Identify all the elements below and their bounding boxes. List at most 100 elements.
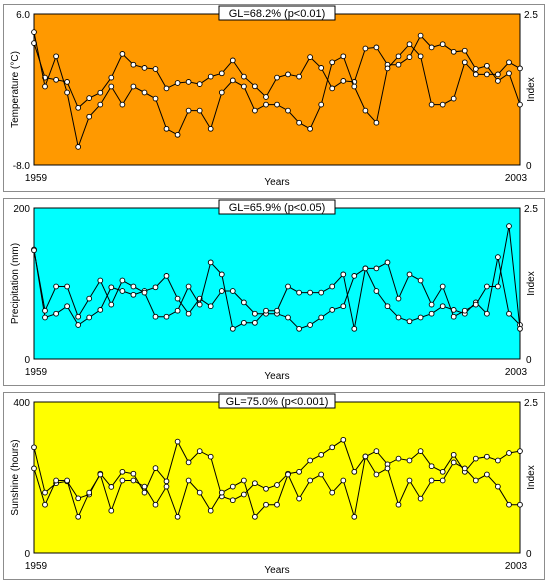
data-point — [141, 65, 148, 71]
data-point — [241, 299, 247, 306]
data-point — [141, 89, 148, 96]
data-point — [461, 307, 468, 314]
data-point — [472, 301, 479, 308]
y2-axis-label: Index — [526, 465, 537, 489]
data-point — [31, 247, 37, 254]
data-point — [340, 271, 347, 278]
data-point — [495, 457, 501, 464]
data-point — [53, 310, 59, 317]
data-point — [218, 288, 225, 294]
data-point — [318, 289, 325, 296]
data-point — [517, 65, 523, 72]
data-point — [130, 477, 137, 484]
data-point — [42, 307, 48, 314]
data-point — [263, 501, 269, 508]
data-point — [86, 489, 93, 496]
data-point — [185, 107, 192, 114]
data-point — [384, 465, 391, 472]
data-point — [263, 307, 269, 314]
data-point — [484, 453, 490, 460]
data-point — [241, 491, 247, 498]
data-point — [229, 483, 236, 490]
data-point — [119, 477, 126, 484]
data-point — [484, 310, 490, 317]
data-point — [185, 79, 192, 85]
data-point — [207, 125, 214, 132]
data-point — [406, 54, 413, 60]
data-point — [395, 61, 402, 68]
data-point — [318, 451, 325, 458]
data-point — [207, 73, 214, 80]
data-point — [406, 271, 413, 278]
data-point — [439, 283, 446, 290]
chart-title: GL=65.9% (p<0.05) — [229, 202, 326, 214]
plot-area — [33, 401, 521, 554]
x-tick-label: 1959 — [25, 367, 48, 378]
data-point — [86, 295, 93, 302]
data-point — [274, 74, 280, 81]
data-point — [439, 477, 446, 484]
data-point — [64, 89, 70, 96]
y2-tick-label: 2.5 — [524, 398, 538, 409]
data-point — [108, 74, 115, 81]
data-point — [108, 301, 115, 308]
y-axis-label: Precipitation (mm) — [10, 243, 21, 324]
data-point — [472, 66, 479, 72]
data-point — [307, 289, 313, 296]
data-point — [130, 291, 137, 298]
data-point — [97, 307, 104, 313]
data-point — [307, 477, 313, 484]
data-point — [196, 489, 203, 496]
data-point — [64, 283, 70, 290]
data-point — [75, 322, 82, 328]
x-axis-label: Years — [264, 371, 289, 382]
data-point — [108, 284, 115, 291]
data-point — [351, 83, 358, 90]
data-point — [461, 47, 468, 54]
data-point — [119, 51, 126, 57]
data-point — [163, 483, 170, 490]
data-point — [296, 325, 302, 332]
title-box — [218, 5, 336, 21]
data-point — [163, 85, 170, 92]
data-point — [97, 101, 104, 108]
data-point — [241, 477, 247, 484]
y-axis-label: Sunshine (hours) — [10, 439, 21, 515]
data-point — [417, 314, 424, 321]
data-point — [185, 283, 192, 290]
data-point — [174, 131, 181, 138]
chart-title: GL=75.0% (p<0.001) — [226, 396, 329, 408]
data-point — [163, 125, 170, 132]
data-point — [152, 66, 159, 72]
x-tick-label: 2003 — [505, 367, 528, 378]
x-tick-label: 2003 — [505, 561, 528, 572]
data-point — [395, 455, 402, 462]
data-point — [174, 307, 181, 314]
data-point — [141, 489, 148, 496]
data-point — [285, 471, 291, 478]
data-point — [340, 436, 347, 443]
data-point — [506, 450, 512, 456]
data-point — [285, 283, 291, 290]
data-point — [296, 119, 302, 126]
data-point — [42, 501, 48, 508]
data-point — [75, 313, 82, 320]
data-point — [362, 453, 369, 460]
data-point — [384, 259, 391, 266]
data-point — [439, 101, 446, 108]
data-point — [53, 53, 59, 60]
data-point — [229, 325, 236, 332]
data-point — [64, 477, 70, 484]
data-point — [241, 73, 247, 80]
data-point — [263, 485, 269, 492]
y2-axis-label: Index — [526, 77, 537, 101]
data-point — [495, 71, 501, 78]
data-point — [484, 71, 490, 78]
data-point — [318, 101, 325, 108]
data-point — [351, 325, 358, 332]
y2-tick-label: 2.5 — [524, 204, 538, 215]
data-point — [207, 453, 214, 460]
data-point — [450, 313, 457, 320]
data-point — [141, 483, 148, 490]
data-point — [218, 489, 225, 496]
